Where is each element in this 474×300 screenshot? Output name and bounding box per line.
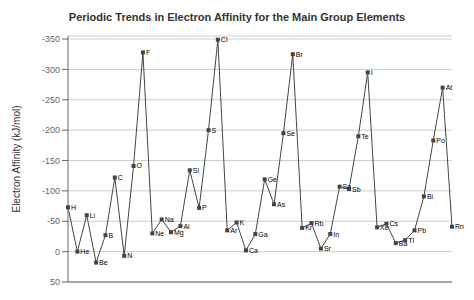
svg-text:At: At [446,84,453,91]
svg-text:Electron Affinity (kJ/mol): Electron Affinity (kJ/mol) [11,105,22,212]
svg-text:In: In [333,231,339,238]
svg-text:Te: Te [361,133,369,140]
svg-text:K: K [240,219,245,226]
svg-text:Li: Li [90,212,96,219]
svg-text:Sr: Sr [324,245,332,252]
svg-text:-100: -100 [42,186,60,196]
svg-text:-50: -50 [47,216,60,226]
svg-text:Br: Br [296,51,304,58]
svg-text:Ar: Ar [230,227,238,234]
svg-text:-350: -350 [42,34,60,44]
svg-text:As: As [277,201,286,208]
svg-text:Tl: Tl [408,237,414,244]
svg-text:He: He [80,248,89,255]
svg-text:Bi: Bi [427,193,434,200]
svg-text:Ba: Ba [399,240,408,247]
svg-text:Cs: Cs [389,220,398,227]
svg-text:I: I [371,69,373,76]
svg-text:Be: Be [99,259,108,266]
svg-text:-200: -200 [42,125,60,135]
svg-text:Xe: Xe [380,224,389,231]
svg-text:Na: Na [165,216,174,223]
svg-text:Kr: Kr [305,224,313,231]
svg-text:Si: Si [193,167,200,174]
svg-text:50: 50 [50,277,60,287]
svg-text:F: F [146,49,150,56]
html-text:Periodic Trends in Electron Af: Periodic Trends in Electron Affinity for… [68,11,406,23]
svg-text:Pb: Pb [418,227,427,234]
svg-text:-150: -150 [42,156,60,166]
svg-text:B: B [108,232,113,239]
svg-text:Ga: Ga [258,231,267,238]
svg-text:N: N [127,252,132,259]
svg-text:O: O [137,162,143,169]
svg-text:P: P [202,204,207,211]
svg-text:-250: -250 [42,95,60,105]
svg-text:Rn: Rn [455,223,464,230]
svg-text:Cl: Cl [221,36,228,43]
svg-text:Po: Po [436,137,445,144]
svg-text:Sn: Sn [343,183,352,190]
svg-text:Mg: Mg [174,229,184,237]
svg-text:-300: -300 [42,65,60,75]
svg-text:Ne: Ne [155,230,164,237]
svg-text:Se: Se [286,130,295,137]
svg-text:C: C [118,174,123,181]
svg-text:0: 0 [55,247,60,257]
svg-text:Al: Al [183,223,190,230]
svg-text:Sb: Sb [352,186,361,193]
svg-text:Rb: Rb [315,220,324,227]
svg-text:S: S [211,127,216,134]
svg-text:Ca: Ca [249,247,258,254]
svg-text:H: H [71,204,76,211]
svg-text:Ge: Ge [268,176,277,183]
